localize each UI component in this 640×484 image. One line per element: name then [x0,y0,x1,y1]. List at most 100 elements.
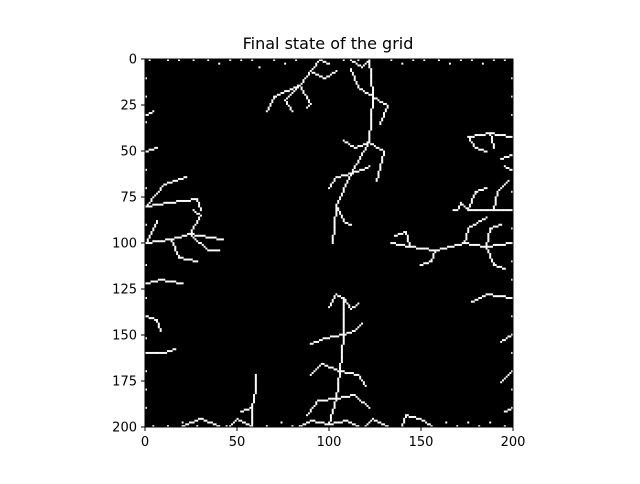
x-tick-label: 0 [141,435,149,450]
occupied-cell [229,59,232,61]
occupied-cell [505,181,508,184]
occupied-cell [181,199,184,202]
occupied-cell [503,183,506,186]
occupied-cell [342,220,345,223]
occupied-cell [157,326,160,329]
occupied-cell [364,167,367,169]
occupied-cell [329,416,332,418]
occupied-cell [199,417,202,420]
occupied-cell [511,260,514,263]
occupied-cell [284,99,287,102]
occupied-cell [145,370,147,373]
occupied-cell [432,254,435,257]
occupied-cell [377,99,380,102]
occupied-cell [491,132,494,135]
occupied-cell [350,59,353,61]
occupied-cell [370,113,373,116]
occupied-cell [145,351,147,354]
occupied-cell [366,405,369,408]
occupied-cell [172,179,175,182]
occupied-cell [399,243,402,246]
occupied-cell [368,130,371,133]
occupied-cell [198,212,201,215]
occupied-cell [320,362,323,365]
occupied-cell [329,414,332,417]
occupied-cell [333,223,336,226]
occupied-cell [494,264,497,267]
occupied-cell [439,247,442,250]
occupied-cell [146,113,149,116]
occupied-cell [384,425,387,428]
occupied-cell [273,59,276,61]
occupied-cell [214,249,217,252]
occupied-cell [489,256,492,259]
occupied-cell [353,329,356,332]
occupied-cell [176,253,179,256]
occupied-cell [491,227,494,230]
occupied-cell [372,101,374,104]
occupied-cell [329,302,332,305]
occupied-cell [328,187,331,190]
occupied-cell [300,86,303,89]
occupied-cell [337,397,340,400]
occupied-cell [362,143,365,146]
occupied-cell [172,238,175,241]
occupied-cell [245,423,248,426]
occupied-cell [337,335,340,338]
occupied-cell [196,260,199,263]
occupied-cell [199,242,202,245]
occupied-cell [181,234,184,237]
occupied-cell [196,419,199,422]
occupied-cell [478,209,481,212]
occupied-cell [188,421,191,424]
occupied-cell [357,373,360,376]
occupied-cell [342,309,345,312]
occupied-cell [331,298,334,301]
occupied-cell [295,59,298,61]
occupied-cell [503,410,506,413]
occupied-cell [459,59,462,61]
occupied-cell [342,190,345,193]
occupied-cell [199,209,202,212]
occupied-cell [344,221,347,224]
occupied-cell [492,209,495,212]
occupied-cell [500,223,503,226]
occupied-cell [251,419,254,422]
occupied-cell [337,207,340,210]
occupied-cell [161,240,164,243]
occupied-cell [357,161,360,164]
occupied-cell [181,282,184,285]
occupied-cell [329,423,332,426]
occupied-cell [150,198,153,201]
occupied-cell [342,187,345,190]
occupied-cell [207,249,210,252]
occupied-cell [174,245,177,248]
occupied-cell [359,157,362,160]
occupied-cell [366,145,369,148]
occupied-cell [163,183,166,186]
occupied-cell [333,368,336,371]
occupied-cell [485,247,488,250]
occupied-cell [326,399,329,402]
occupied-cell [485,242,488,245]
occupied-cell [454,243,457,246]
occupied-cell [194,238,197,241]
occupied-cell [280,421,283,424]
occupied-cell [166,425,169,428]
occupied-cell [408,243,411,246]
occupied-cell [432,253,435,256]
occupied-cell [145,187,147,190]
occupied-cell [361,152,364,155]
occupied-cell [456,243,459,246]
occupied-cell [342,318,345,321]
occupied-cell [190,229,193,232]
occupied-cell [483,295,486,298]
occupied-cell [335,421,338,424]
occupied-cell [392,242,395,245]
occupied-cell [379,165,382,168]
occupied-cell [494,134,497,137]
occupied-cell [285,90,288,93]
occupied-cell [383,152,385,155]
occupied-cell [313,419,316,422]
occupied-cell [203,245,206,248]
